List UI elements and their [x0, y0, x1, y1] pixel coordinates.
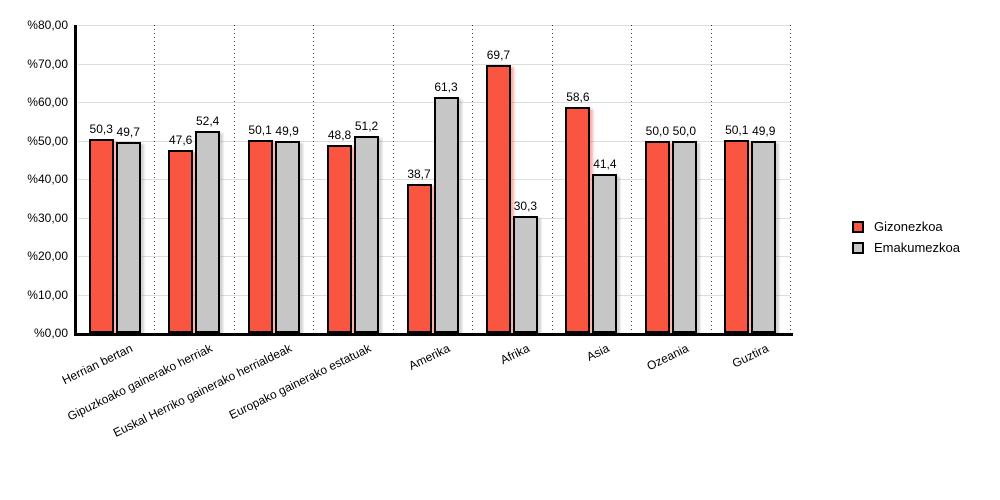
- x-category-label: Guztira: [729, 341, 771, 371]
- legend-label-emakumezkoa: Emakumezkoa: [874, 240, 960, 255]
- value-label: 38,7: [407, 167, 431, 181]
- value-label: 52,4: [195, 114, 220, 129]
- value-label: 58,6: [566, 90, 590, 105]
- value-label: 50,1: [725, 123, 749, 138]
- bar-gizonezkoa: [406, 184, 432, 333]
- y-tick-label: %50,00: [27, 133, 68, 148]
- value-label: 30,3: [513, 199, 538, 214]
- value-label: 48,8: [327, 128, 352, 143]
- y-tick-label: %20,00: [27, 249, 68, 263]
- y-tick-label: %60,00: [27, 95, 68, 109]
- value-label: 50,0: [672, 123, 696, 138]
- value-label: 69,7: [486, 47, 511, 62]
- bar-gizonezkoa: [327, 145, 353, 333]
- gridline: [78, 63, 790, 65]
- y-tick-label: %80,00: [27, 18, 68, 32]
- bar-emakumezkoa: [512, 216, 538, 333]
- bar-gizonezkoa: [565, 107, 591, 333]
- value-label: 50,3: [89, 122, 113, 137]
- legend-label-gizonezkoa: Gizonezkoa: [874, 219, 943, 234]
- category-separator: [631, 25, 633, 333]
- bar-gizonezkoa: [644, 140, 670, 333]
- y-tick-label: %0,00: [33, 326, 68, 340]
- y-tick-label: %10,00: [27, 287, 68, 302]
- y-tick-label: %30,00: [27, 210, 68, 225]
- bar-emakumezkoa: [433, 96, 459, 333]
- legend-item-emakumezkoa: Emakumezkoa: [852, 240, 960, 255]
- bar-gizonezkoa: [247, 140, 273, 333]
- bar-emakumezkoa: [671, 140, 697, 333]
- bar-emakumezkoa: [592, 173, 618, 333]
- bar-gizonezkoa: [168, 149, 194, 333]
- bar-gizonezkoa: [724, 140, 750, 333]
- y-tick-label: %40,00: [27, 172, 68, 186]
- y-tick-label: %70,00: [27, 56, 68, 71]
- x-category-label: Herrian bertan: [59, 341, 135, 388]
- category-separator: [233, 25, 235, 333]
- x-category-label: Amerika: [406, 341, 453, 373]
- category-separator: [154, 25, 156, 333]
- bar-emakumezkoa: [115, 141, 141, 333]
- value-label: 49,7: [116, 124, 140, 139]
- bar-emakumezkoa: [751, 140, 777, 333]
- legend-swatch-emakumezkoa-icon: [852, 241, 864, 254]
- value-label: 50,1: [248, 123, 272, 138]
- value-label: 49,9: [275, 123, 299, 138]
- x-category-label: Europako gainerako estatuak: [226, 341, 374, 423]
- value-label: 51,2: [354, 118, 379, 133]
- category-separator: [790, 25, 791, 333]
- legend-swatch-gizonezkoa-icon: [852, 220, 864, 233]
- x-axis: [74, 333, 793, 336]
- legend: Gizonezkoa Emakumezkoa: [852, 219, 960, 255]
- value-label: 61,3: [434, 79, 458, 94]
- x-category-label: Gipuzkoako gainerako herriak: [64, 341, 215, 424]
- y-axis: [74, 25, 77, 336]
- category-separator: [313, 25, 315, 333]
- category-separator: [392, 25, 394, 333]
- x-category-label: Afrika: [498, 341, 533, 368]
- bar-emakumezkoa: [274, 140, 300, 333]
- bar-gizonezkoa: [88, 139, 114, 333]
- x-category-label: Asia: [584, 341, 612, 364]
- category-separator: [551, 25, 553, 333]
- value-label: 47,6: [168, 132, 193, 147]
- legend-item-gizonezkoa: Gizonezkoa: [852, 219, 960, 234]
- value-label: 49,9: [752, 123, 776, 138]
- bar-emakumezkoa: [354, 135, 380, 333]
- gridline: [78, 25, 790, 26]
- value-label: 41,4: [593, 156, 617, 171]
- category-separator: [472, 25, 474, 333]
- value-label: 50,0: [645, 123, 669, 138]
- bar-emakumezkoa: [195, 131, 221, 333]
- x-category-label: Ozeania: [644, 341, 691, 374]
- bar-gizonezkoa: [485, 64, 511, 333]
- category-separator: [710, 25, 712, 333]
